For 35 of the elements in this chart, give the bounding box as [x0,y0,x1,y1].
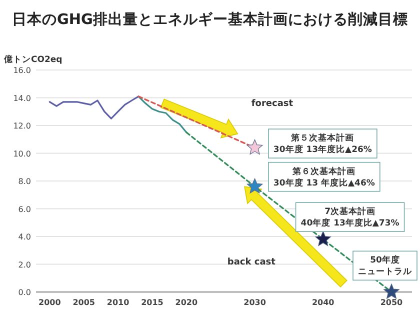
x-tick-label: 2015 [141,298,164,307]
x-tick-label: 2005 [72,298,96,307]
y-tick-label: 8.0 [18,177,31,186]
x-tick-label: 2010 [106,298,130,307]
annotation: forecast [251,99,294,110]
annotation: 40年度 13年度比▲73% [300,218,400,229]
x-tick-label: 2040 [312,298,335,307]
chart-title: 日本のGHG排出量とエネルギー基本計画における削減目標 [12,11,408,28]
x-tick-label: 2050 [380,298,404,307]
annotation: 30年度 13 年度比▲46% [273,177,376,188]
y-tick-label: 16.0 [13,66,31,75]
annotation: 第６次基本計画 [292,166,356,177]
annotation: 50年度 [370,254,400,266]
annotation: 第５次基本計画 [290,132,354,144]
y-tick-label: 14.0 [13,94,31,103]
x-tick-label: 2020 [175,298,198,307]
y-tick-label: 10.0 [13,149,31,158]
point [246,178,263,194]
y-tick-label: 6.0 [18,204,31,214]
point [246,139,263,154]
line-series [48,96,140,120]
x-tick-label: 2030 [244,298,266,307]
y-tick-label: 0.0 [18,288,31,297]
y-tick-label: 2.0 [18,260,31,270]
point [384,284,400,299]
y-tick-label: 4.0 [18,232,31,242]
line-series [138,96,188,134]
annotation: ニュートラル [358,267,413,278]
x-tick-label: 2000 [38,298,62,307]
y-tick-label: 12.0 [13,122,31,130]
annotation: 7次基本計画 [324,206,376,218]
annotation: back cast [227,257,276,268]
annotation: 30年度 13年度比▲26% [273,144,372,156]
point [315,231,331,246]
y-axis-title: 億トンCO2eq [3,54,62,65]
